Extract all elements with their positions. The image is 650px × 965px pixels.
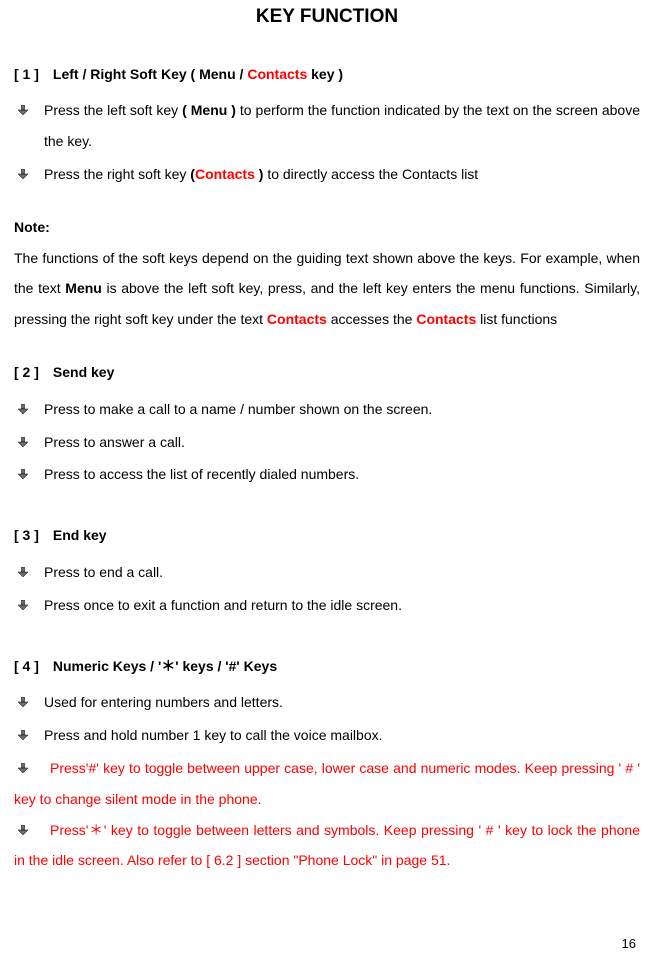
bullet-text: Press and hold number 1 key to call the … [44, 720, 640, 751]
arrow-down-icon [18, 600, 28, 610]
text-bold: ( Menu ) [182, 102, 236, 118]
list-item: Press to make a call to a name / number … [14, 394, 640, 425]
bullet-text: Press to make a call to a name / number … [44, 394, 640, 425]
arrow-down-icon [18, 105, 28, 115]
section-2-bullets: Press to make a call to a name / number … [14, 394, 640, 490]
section-1-heading-red: Contacts [247, 66, 307, 82]
text: list functions [476, 311, 557, 327]
section-1-heading-post: key ) [307, 66, 343, 82]
text: to directly access the Contacts list [263, 166, 478, 182]
list-item: Used for entering numbers and letters. [14, 687, 640, 718]
bullet-text: Press to end a call. [44, 557, 640, 588]
arrow-down-icon [18, 567, 28, 577]
list-item: Press once to exit a function and return… [14, 590, 640, 621]
text: Press the left soft key [44, 102, 182, 118]
list-item: Press to answer a call. [14, 427, 640, 458]
text-red: Contacts [267, 311, 327, 327]
note-heading: Note: [14, 212, 640, 243]
bullet-text: Press once to exit a function and return… [44, 590, 640, 621]
arrow-down-icon [18, 169, 28, 179]
note-body: The functions of the soft keys depend on… [14, 243, 640, 335]
arrow-down-icon [18, 730, 28, 740]
section-4-red-2: Press'＊' key to toggle between letters a… [14, 815, 640, 877]
arrow-down-icon [18, 469, 28, 479]
text-red: Contacts [416, 311, 476, 327]
text: accesses the [327, 311, 417, 327]
text-red: Contacts [195, 166, 259, 182]
arrow-down-icon [18, 763, 28, 773]
bullet-text: Press to access the list of recently dia… [44, 459, 640, 490]
section-1-heading-pre: [ 1 ] Left / Right Soft Key ( Menu / [14, 66, 247, 82]
bullet-text: Press the right soft key (Contacts ) to … [44, 159, 640, 190]
list-item: Press the left soft key ( Menu ) to perf… [14, 95, 640, 157]
section-1-heading: [ 1 ] Left / Right Soft Key ( Menu / Con… [14, 59, 640, 90]
section-3-bullets: Press to end a call. Press once to exit … [14, 557, 640, 621]
list-item: Press to access the list of recently dia… [14, 459, 640, 490]
text-red: Press'#' key to toggle between upper cas… [14, 760, 640, 807]
list-item: Press the right soft key (Contacts ) to … [14, 159, 640, 190]
section-1-bullets: Press the left soft key ( Menu ) to perf… [14, 95, 640, 189]
text-bold: Menu [65, 280, 102, 296]
bullet-text: Used for entering numbers and letters. [44, 687, 640, 718]
list-item: Press and hold number 1 key to call the … [14, 720, 640, 751]
text-red: Press'＊' key to toggle between letters a… [14, 822, 640, 869]
text: Press the right soft key [44, 166, 190, 182]
bullet-text: Press the left soft key ( Menu ) to perf… [44, 95, 640, 157]
section-4-heading: [ 4 ] Numeric Keys / '＊' keys / '#' Keys [14, 651, 640, 682]
arrow-down-icon [18, 437, 28, 447]
section-3-heading: [ 3 ] End key [14, 520, 640, 551]
arrow-down-icon [18, 825, 28, 835]
arrow-down-icon [18, 404, 28, 414]
page-title: KEY FUNCTION [14, 4, 640, 31]
page: KEY FUNCTION [ 1 ] Left / Right Soft Key… [0, 0, 650, 965]
section-4-red-1: Press'#' key to toggle between upper cas… [14, 753, 640, 815]
page-number: 16 [622, 930, 636, 959]
bullet-text: Press to answer a call. [44, 427, 640, 458]
arrow-down-icon [18, 697, 28, 707]
section-2-heading: [ 2 ] Send key [14, 357, 640, 388]
section-4-bullets: Used for entering numbers and letters. P… [14, 687, 640, 751]
list-item: Press to end a call. [14, 557, 640, 588]
